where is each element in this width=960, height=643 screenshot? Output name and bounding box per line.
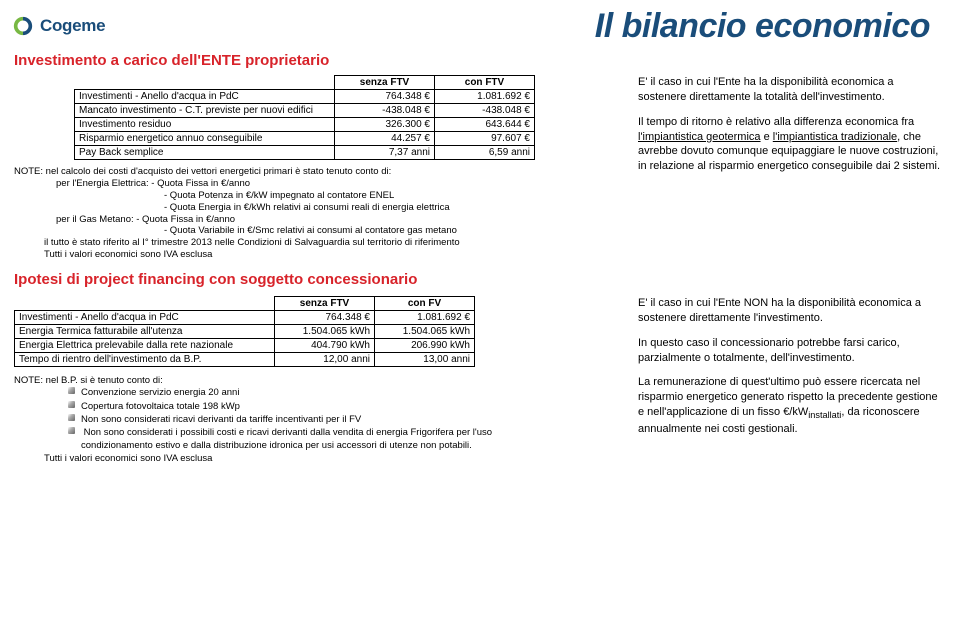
section2-right: E' il caso in cui l'Ente NON ha la dispo… bbox=[638, 296, 944, 465]
col-header: senza FTV bbox=[335, 76, 435, 90]
cell: 1.504.065 kWh bbox=[275, 325, 375, 339]
section1-para2: Il tempo di ritorno è relativo alla diff… bbox=[638, 115, 944, 174]
col-header: con FTV bbox=[435, 76, 535, 90]
row-label: Investimenti - Anello d'acqua in PdC bbox=[15, 311, 275, 325]
cell: 764.348 € bbox=[335, 90, 435, 104]
cell: -438.048 € bbox=[335, 104, 435, 118]
col-header: con FV bbox=[375, 297, 475, 311]
note-line: Tutti i valori economici sono IVA esclus… bbox=[44, 249, 624, 261]
note-line: - Quota Variabile in €/Smc relativi ai c… bbox=[164, 225, 624, 237]
row-label: Tempo di rientro dell'investimento da B.… bbox=[15, 353, 275, 367]
logo: Cogeme bbox=[12, 15, 105, 37]
cell: 6,59 anni bbox=[435, 146, 535, 160]
cell: 12,00 anni bbox=[275, 353, 375, 367]
note-bullet: Copertura fotovoltaica totale 198 kWp bbox=[68, 401, 624, 413]
row-label: Investimento residuo bbox=[75, 118, 335, 132]
section1-left: senza FTV con FTV Investimenti - Anello … bbox=[14, 75, 624, 261]
table-investment: senza FTV con FTV Investimenti - Anello … bbox=[74, 75, 535, 160]
table-header-row: senza FTV con FTV bbox=[75, 76, 535, 90]
table-row: Energia Elettrica prelevabile dalla rete… bbox=[15, 339, 475, 353]
note-line: Tutti i valori economici sono IVA esclus… bbox=[44, 453, 624, 465]
col-header: senza FTV bbox=[275, 297, 375, 311]
note-bullet: Convenzione servizio energia 20 anni bbox=[68, 387, 624, 399]
note-bullet: Non sono considerati i possibili costi e… bbox=[68, 427, 624, 452]
cell: 764.348 € bbox=[275, 311, 375, 325]
section2-title: Ipotesi di project financing con soggett… bbox=[14, 271, 960, 288]
note-line: - Quota Potenza in €/kW impegnato al con… bbox=[164, 190, 624, 202]
table-row: Investimenti - Anello d'acqua in PdC 764… bbox=[15, 311, 475, 325]
cell: 206.990 kWh bbox=[375, 339, 475, 353]
row-label: Energia Elettrica prelevabile dalla rete… bbox=[15, 339, 275, 353]
section1-title: Investimento a carico dell'ENTE propriet… bbox=[14, 52, 960, 69]
section2-body: senza FTV con FV Investimenti - Anello d… bbox=[0, 296, 960, 465]
section1-right: E' il caso in cui l'Ente ha la disponibi… bbox=[638, 75, 944, 261]
cell: 643.644 € bbox=[435, 118, 535, 132]
cell: 13,00 anni bbox=[375, 353, 475, 367]
note-line: per il Gas Metano: - Quota Fissa in €/an… bbox=[56, 214, 624, 226]
table-row: Mancato investimento - C.T. previste per… bbox=[75, 104, 535, 118]
page-title: Il bilancio economico bbox=[595, 7, 930, 46]
cell: 1.081.692 € bbox=[435, 90, 535, 104]
section2-para3: La remunerazione di quest'ultimo può ess… bbox=[638, 375, 944, 436]
section1-notes: NOTE: nel calcolo dei costi d'acquisto d… bbox=[14, 166, 624, 261]
logo-mark-icon bbox=[12, 15, 34, 37]
table-row: Investimento residuo 326.300 € 643.644 € bbox=[75, 118, 535, 132]
section2-para1: E' il caso in cui l'Ente NON ha la dispo… bbox=[638, 296, 944, 326]
cell: 326.300 € bbox=[335, 118, 435, 132]
table-row: Energia Termica fatturabile all'utenza 1… bbox=[15, 325, 475, 339]
note-bullets: Convenzione servizio energia 20 anni Cop… bbox=[68, 387, 624, 452]
note-line: il tutto è stato riferito al I° trimestr… bbox=[44, 237, 624, 249]
page-header: Cogeme Il bilancio economico bbox=[0, 0, 960, 48]
section1-body: senza FTV con FTV Investimenti - Anello … bbox=[0, 75, 960, 261]
table-financing: senza FTV con FV Investimenti - Anello d… bbox=[14, 296, 475, 367]
cell: 404.790 kWh bbox=[275, 339, 375, 353]
cell: 97.607 € bbox=[435, 132, 535, 146]
table-row: Tempo di rientro dell'investimento da B.… bbox=[15, 353, 475, 367]
note-line: per l'Energia Elettrica: - Quota Fissa i… bbox=[56, 178, 624, 190]
cell: 1.504.065 kWh bbox=[375, 325, 475, 339]
section2-notes: NOTE: nel B.P. si è tenuto conto di: Con… bbox=[14, 375, 624, 465]
cell: 44.257 € bbox=[335, 132, 435, 146]
section2-left: senza FTV con FV Investimenti - Anello d… bbox=[14, 296, 624, 465]
row-label: Mancato investimento - C.T. previste per… bbox=[75, 104, 335, 118]
cell: 1.081.692 € bbox=[375, 311, 475, 325]
row-label: Risparmio energetico annuo conseguibile bbox=[75, 132, 335, 146]
row-label: Pay Back semplice bbox=[75, 146, 335, 160]
cell: 7,37 anni bbox=[335, 146, 435, 160]
table-row: Risparmio energetico annuo conseguibile … bbox=[75, 132, 535, 146]
table-header-row: senza FTV con FV bbox=[15, 297, 475, 311]
section1-para1: E' il caso in cui l'Ente ha la disponibi… bbox=[638, 75, 944, 105]
note-line: NOTE: nel calcolo dei costi d'acquisto d… bbox=[14, 166, 624, 178]
note-bullet: Non sono considerati ricavi derivanti da… bbox=[68, 414, 624, 426]
row-label: Energia Termica fatturabile all'utenza bbox=[15, 325, 275, 339]
cell: -438.048 € bbox=[435, 104, 535, 118]
note-line: NOTE: nel B.P. si è tenuto conto di: bbox=[14, 375, 624, 387]
table-row: Investimenti - Anello d'acqua in PdC 764… bbox=[75, 90, 535, 104]
logo-text: Cogeme bbox=[40, 16, 105, 36]
note-line: - Quota Energia in €/kWh relativi ai con… bbox=[164, 202, 624, 214]
section2-para2: In questo caso il concessionario potrebb… bbox=[638, 336, 944, 366]
row-label: Investimenti - Anello d'acqua in PdC bbox=[75, 90, 335, 104]
table-row: Pay Back semplice 7,37 anni 6,59 anni bbox=[75, 146, 535, 160]
